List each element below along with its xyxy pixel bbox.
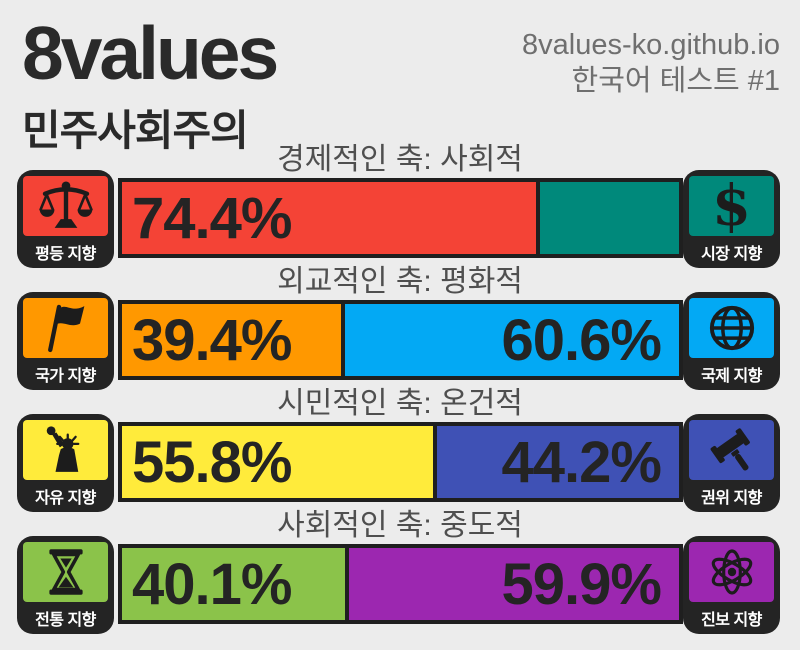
flag-icon (47, 304, 84, 353)
authority-icon-box: 권위 지향 (683, 414, 780, 512)
bar-segment-tradition: 40.1% (122, 548, 346, 620)
nation-icon-box: 국가 지향 (17, 292, 114, 390)
axis-title: 외교적인 축: 평화적 (277, 265, 523, 298)
tradition-percentage: 40.1% (132, 551, 292, 617)
axis-title: 사회적인 축: 중도적 (277, 509, 523, 542)
bar-segment-globe: 60.6% (341, 304, 679, 376)
authority-label: 권위 지향 (701, 490, 762, 507)
globe-icon-box: 국제 지향 (683, 292, 780, 390)
equality-label: 평등 지향 (35, 246, 96, 263)
bar-segment-progress: 59.9% (345, 548, 679, 620)
app-title: 8values (22, 11, 279, 95)
market-label: 시장 지향 (701, 246, 762, 263)
diplomatic-bar: 39.4% 60.6% (118, 300, 683, 380)
bar-segment-nation: 39.4% (122, 304, 342, 376)
axis-row-societal: 사회적인 축: 중도적 40.1% 59.9% 전통 지향 (0, 509, 800, 634)
authority-percentage: 44.2% (501, 429, 662, 495)
gavel-icon (710, 428, 750, 471)
bar-segment-authority: 44.2% (432, 426, 679, 498)
axis-row-diplomatic: 외교적인 축: 평화적 39.4% 60.6% 국가 지향 (0, 265, 800, 390)
societal-bar: 40.1% 59.9% (118, 544, 683, 624)
globe-label: 국제 지향 (701, 368, 762, 385)
progress-percentage: 59.9% (501, 551, 662, 617)
ideology-result-label: 민주사회주의 (22, 107, 249, 154)
progress-icon-box: 진보 지향 (683, 536, 780, 634)
bar-segment-market (536, 182, 679, 254)
equality-percentage: 74.4% (132, 185, 292, 251)
atom-icon (711, 549, 752, 595)
economic-bar: 74.4% (118, 178, 683, 258)
liberty-label: 자유 지향 (35, 490, 96, 507)
axis-title: 경제적인 축: 사회적 (277, 143, 523, 176)
test-name: 한국어 테스트 #1 (571, 65, 780, 97)
globe-percentage: 60.6% (501, 307, 662, 373)
bar-segment-liberty: 55.8% (122, 426, 433, 498)
nation-label: 국가 지향 (35, 368, 96, 385)
axis-row-civil: 시민적인 축: 온건적 55.8% 44.2% 자유 지향 (0, 387, 800, 512)
civil-bar: 55.8% 44.2% (118, 422, 683, 502)
dollar-icon: $ (712, 173, 751, 239)
tradition-label: 전통 지향 (35, 612, 96, 629)
site-info: 8values-ko.github.io 한국어 테스트 #1 (522, 27, 780, 99)
bar-segment-equality: 74.4% (122, 182, 537, 254)
liberty-icon-box: 자유 지향 (17, 414, 114, 512)
axis-row-economic: 경제적인 축: 사회적 74.4% (0, 143, 800, 268)
axis-title: 시민적인 축: 온건적 (277, 387, 523, 420)
tradition-icon-box: 전통 지향 (17, 536, 114, 634)
market-icon-box: $ 시장 지향 (683, 170, 780, 268)
site-url: 8values-ko.github.io (522, 29, 780, 61)
globe-icon (709, 305, 754, 351)
hourglass-icon (48, 549, 83, 595)
scales-icon (38, 181, 93, 228)
liberty-icon (46, 426, 79, 472)
progress-label: 진보 지향 (701, 612, 762, 629)
nation-percentage: 39.4% (132, 307, 292, 373)
liberty-percentage: 55.8% (132, 429, 292, 495)
equality-icon-box: 평등 지향 (17, 170, 114, 268)
